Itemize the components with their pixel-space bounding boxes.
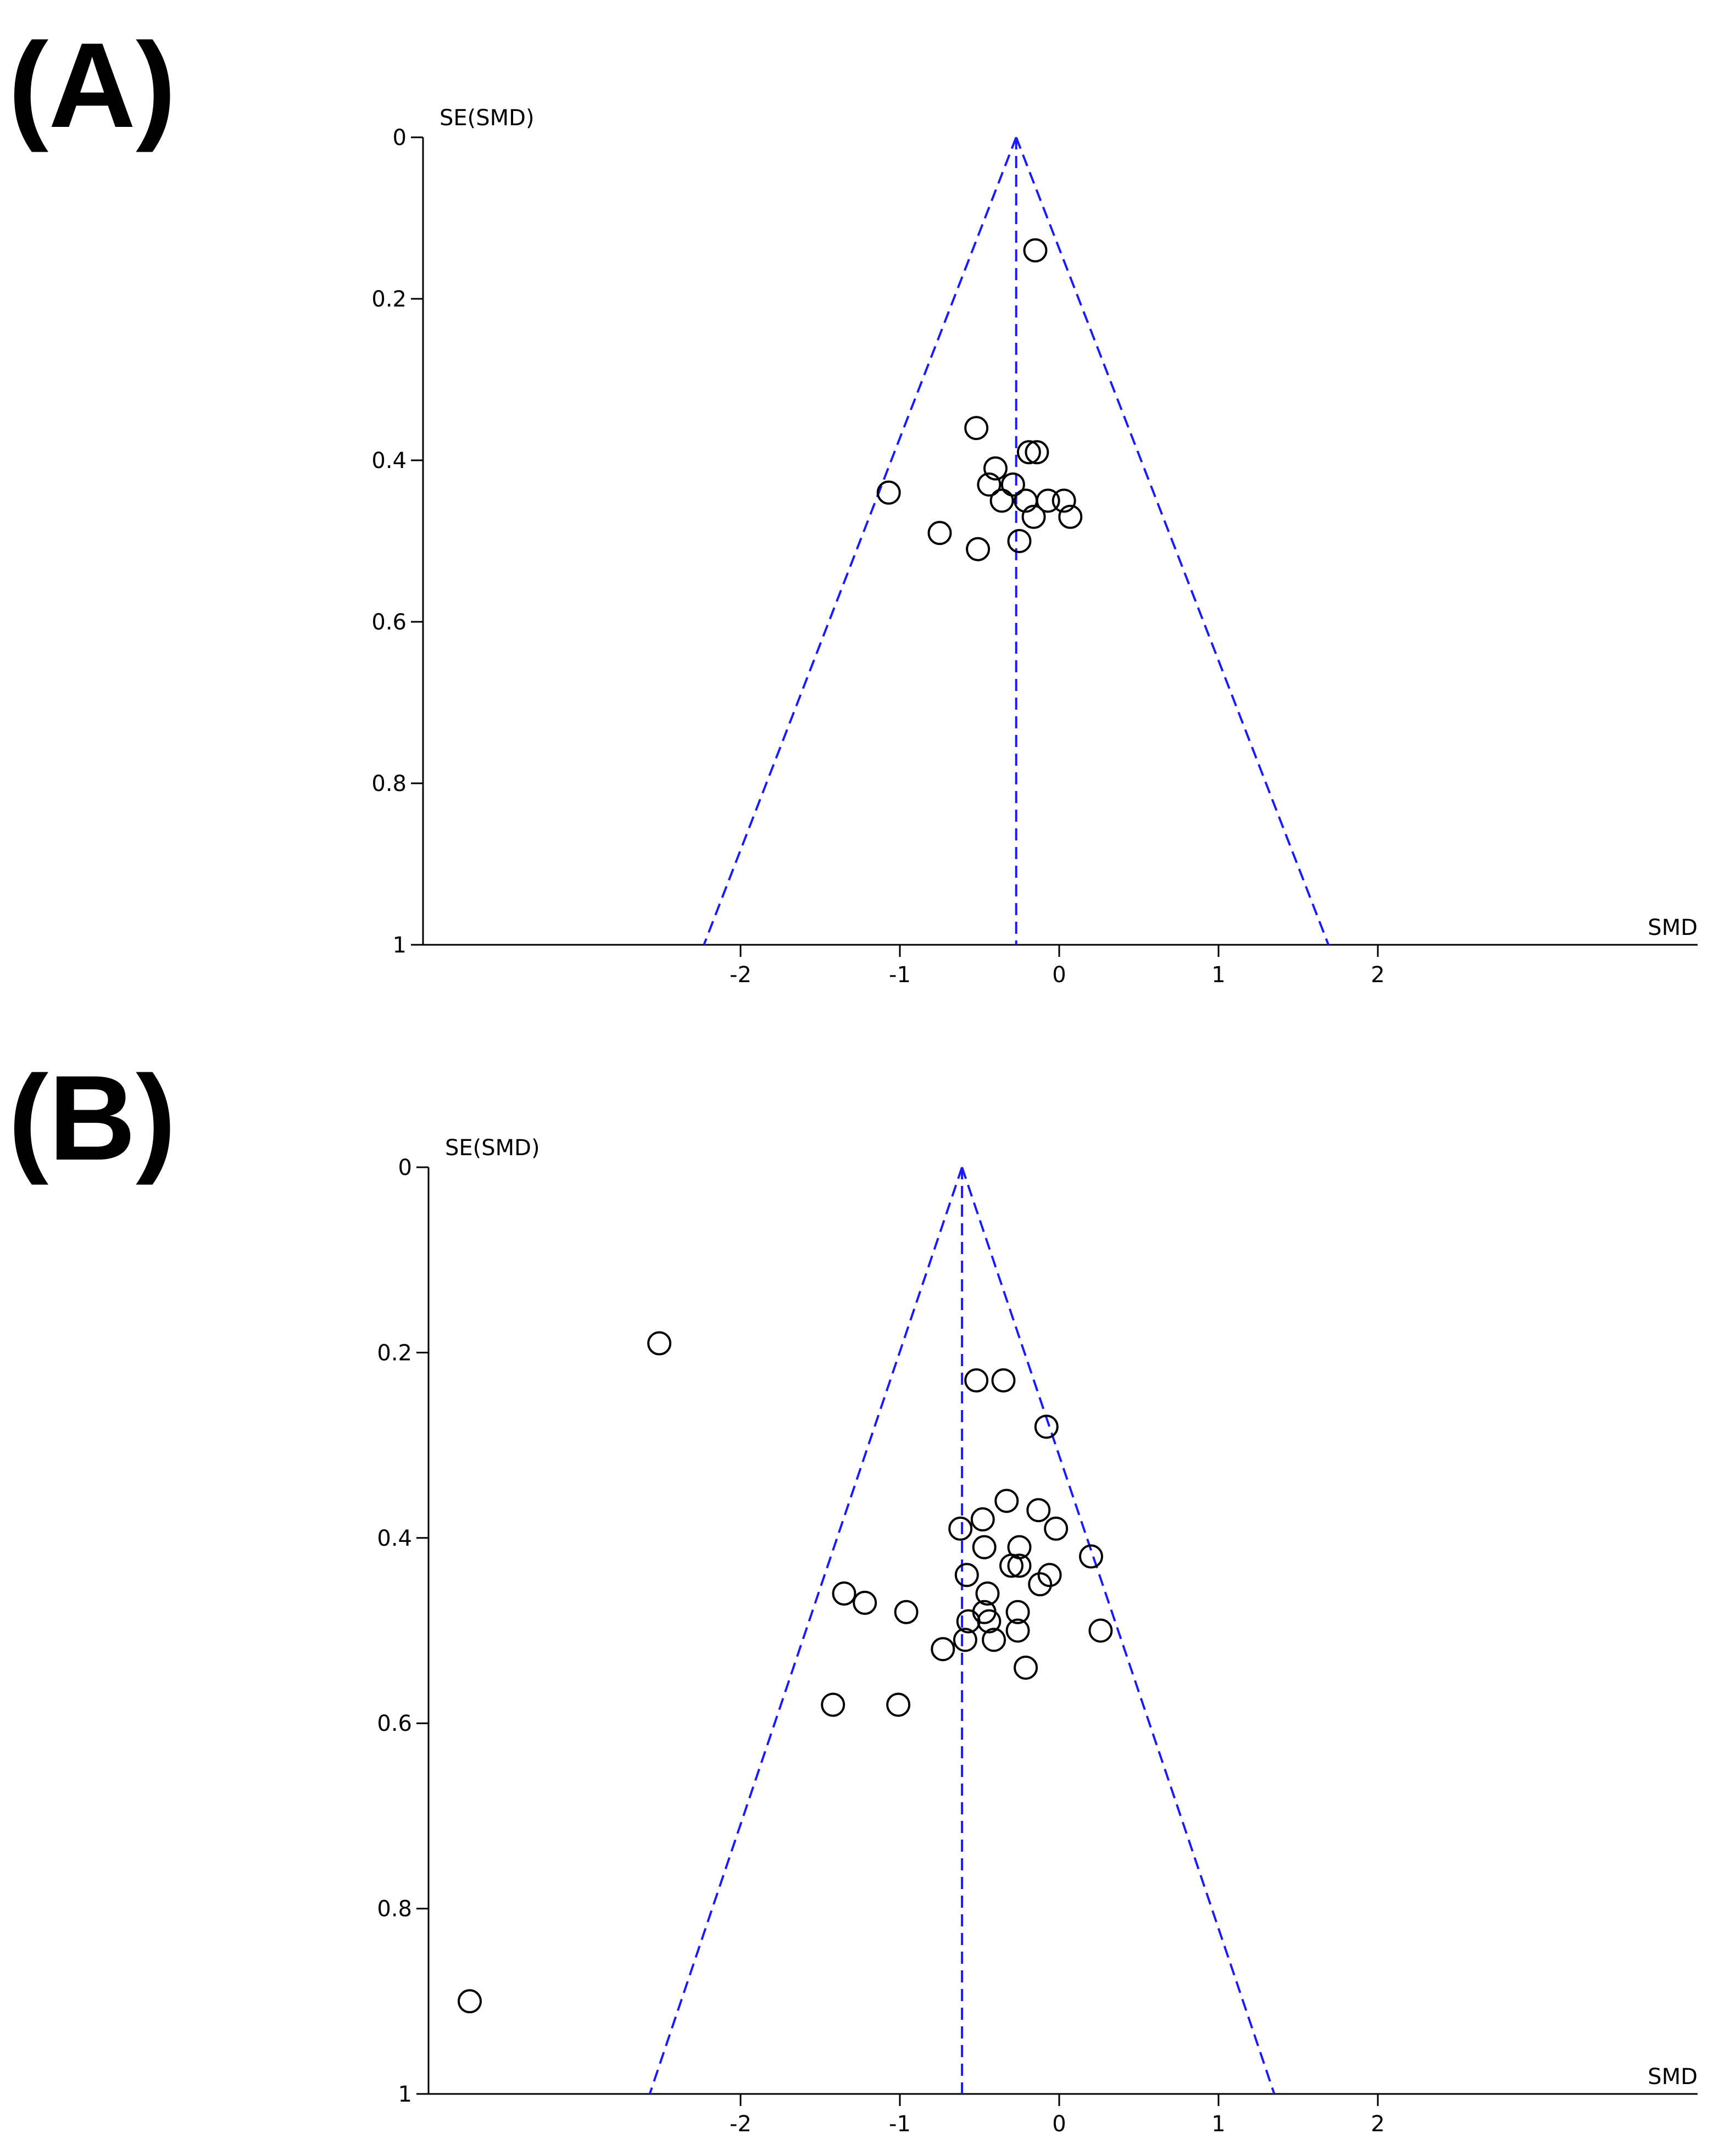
study-point bbox=[975, 1581, 1000, 1606]
study-point bbox=[972, 1535, 997, 1559]
x-tick-label: -2 bbox=[730, 2112, 752, 2137]
study-point bbox=[832, 1581, 856, 1606]
panel-label-a: (A) bbox=[8, 18, 176, 153]
study-point bbox=[1005, 1600, 1030, 1624]
study-point bbox=[970, 1507, 995, 1532]
y-axis-title: SE(SMD) bbox=[440, 105, 535, 131]
study-point bbox=[1058, 504, 1083, 529]
study-point bbox=[927, 521, 952, 545]
study-point bbox=[953, 1628, 977, 1652]
study-point bbox=[931, 1637, 955, 1662]
study-point bbox=[876, 480, 901, 505]
study-point bbox=[983, 456, 1008, 481]
study-point bbox=[994, 1489, 1019, 1513]
x-tick-label: -1 bbox=[889, 2112, 911, 2137]
funnel-right-line bbox=[1015, 137, 1329, 945]
study-point bbox=[1005, 1618, 1030, 1643]
study-point bbox=[1025, 440, 1049, 465]
y-tick-label: 0.8 bbox=[377, 1897, 412, 1922]
study-point bbox=[1034, 1414, 1059, 1439]
study-point bbox=[977, 1609, 1002, 1634]
funnel-left-line bbox=[648, 1167, 963, 2094]
y-tick-label: 1 bbox=[393, 933, 407, 958]
x-tick-label: 2 bbox=[1371, 2112, 1384, 2137]
study-point bbox=[1036, 488, 1060, 513]
study-point bbox=[1044, 1516, 1069, 1541]
x-tick-label: -1 bbox=[889, 962, 911, 988]
y-tick-label: 0.4 bbox=[377, 1526, 412, 1551]
x-tick-label: -2 bbox=[730, 962, 752, 988]
y-tick-label: 0 bbox=[393, 125, 407, 151]
funnel-left-line bbox=[703, 137, 1017, 945]
y-tick-label: 0.6 bbox=[371, 610, 407, 635]
study-point bbox=[1016, 440, 1041, 465]
study-point bbox=[999, 1553, 1023, 1578]
study-point bbox=[1014, 1655, 1038, 1680]
study-point bbox=[966, 537, 991, 561]
x-tick-label: 0 bbox=[1052, 2112, 1066, 2137]
study-point bbox=[894, 1600, 919, 1624]
study-point bbox=[948, 1516, 973, 1541]
y-axis-title: SE(SMD) bbox=[445, 1135, 540, 1161]
study-point bbox=[1088, 1618, 1113, 1643]
study-point bbox=[954, 1563, 979, 1587]
y-tick-label: 0.2 bbox=[371, 287, 407, 312]
study-point bbox=[1037, 1563, 1062, 1587]
study-point bbox=[1007, 1553, 1032, 1578]
study-point bbox=[886, 1692, 911, 1717]
study-point bbox=[1000, 472, 1025, 497]
study-point bbox=[989, 488, 1014, 513]
study-point bbox=[1021, 504, 1046, 529]
study-point bbox=[853, 1590, 877, 1615]
study-point bbox=[458, 1989, 482, 2014]
x-tick-label: 1 bbox=[1211, 962, 1225, 988]
x-tick-label: 0 bbox=[1052, 962, 1066, 988]
study-point bbox=[1028, 1572, 1053, 1597]
y-tick-label: 0.2 bbox=[377, 1340, 412, 1366]
study-point bbox=[1052, 488, 1076, 513]
x-axis-title: SMD bbox=[1648, 2064, 1698, 2090]
study-point bbox=[964, 416, 989, 441]
x-tick-label: 2 bbox=[1371, 962, 1384, 988]
study-point bbox=[821, 1692, 845, 1717]
x-axis-title: SMD bbox=[1648, 915, 1698, 940]
y-tick-label: 0 bbox=[398, 1155, 412, 1180]
study-point bbox=[991, 1368, 1016, 1393]
study-point bbox=[1079, 1544, 1103, 1569]
y-tick-label: 1 bbox=[398, 2082, 412, 2107]
y-tick-label: 0.8 bbox=[371, 771, 407, 796]
study-point bbox=[1026, 1498, 1051, 1523]
panel-label-b: (B) bbox=[8, 1050, 176, 1185]
funnel-right-line bbox=[961, 1167, 1276, 2094]
x-tick-label: 1 bbox=[1211, 2112, 1225, 2137]
study-point bbox=[964, 1368, 989, 1393]
y-tick-label: 0.4 bbox=[371, 448, 407, 473]
study-point bbox=[1023, 238, 1048, 263]
study-point bbox=[647, 1331, 672, 1356]
study-point bbox=[977, 472, 1002, 497]
study-point bbox=[956, 1609, 981, 1634]
study-point bbox=[1007, 529, 1032, 553]
y-tick-label: 0.6 bbox=[377, 1711, 412, 1736]
study-point bbox=[982, 1628, 1006, 1652]
